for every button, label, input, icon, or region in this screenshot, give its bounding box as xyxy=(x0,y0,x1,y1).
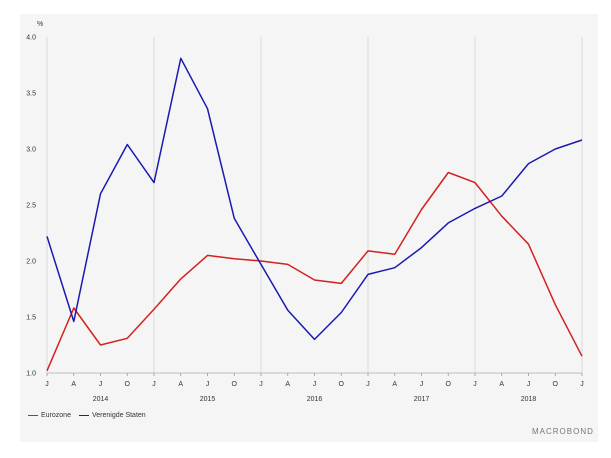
legend: Eurozone Verenigde Staten xyxy=(28,412,146,419)
chart-frame xyxy=(20,14,598,442)
brand-logo: MACROBOND xyxy=(532,427,594,436)
x-tick-label: O xyxy=(553,381,559,388)
x-tick-label: O xyxy=(339,381,345,388)
x-tick-label: J xyxy=(206,381,210,388)
y-axis: 1.0 1.5 2.0 2.5 3.0 3.5 4.0 xyxy=(26,35,36,378)
x-tick-label: O xyxy=(125,381,131,388)
x-tick-label: J xyxy=(45,381,49,388)
x-tick-label: A xyxy=(285,381,290,388)
legend-label-verenigde-staten: Verenigde Staten xyxy=(91,412,146,419)
x-tick-label: O xyxy=(232,381,238,388)
legend-swatch-verenigde-staten xyxy=(78,415,89,416)
series-lines xyxy=(46,57,583,372)
y-tick-label: 3.5 xyxy=(26,91,36,98)
y-tick-label: 4.0 xyxy=(26,35,36,42)
y-tick-label: 3.0 xyxy=(26,147,36,154)
x-tick-label: J xyxy=(473,381,477,388)
x-tick-label: A xyxy=(71,381,76,388)
x-axis: J A J O J A J O J A J O J A J O J A J O J 2014 2015 2016 2017 201… xyxy=(45,373,584,403)
gridlines xyxy=(46,37,583,374)
legend-item-eurozone: Eurozone xyxy=(28,412,71,419)
y-tick-label: 1.5 xyxy=(26,315,36,322)
x-year-label: 2018 xyxy=(521,396,537,403)
legend-item-verenigde-staten: Verenigde Staten xyxy=(78,412,146,419)
x-tick-label: J xyxy=(152,381,156,388)
x-tick-label: J xyxy=(259,381,263,388)
x-tick-label: J xyxy=(366,381,370,388)
legend-swatch-eurozone xyxy=(28,415,38,416)
y-tick-label: 2.0 xyxy=(26,259,36,266)
x-year-label: 2015 xyxy=(200,396,216,403)
legend-label-eurozone: Eurozone xyxy=(41,412,71,419)
y-axis-unit: % xyxy=(37,21,43,28)
y-tick-label: 1.0 xyxy=(26,371,36,378)
x-year-label: 2014 xyxy=(93,396,109,403)
x-tick-label: J xyxy=(527,381,531,388)
x-tick-label: J xyxy=(313,381,317,388)
x-tick-label: J xyxy=(420,381,424,388)
x-tick-label: A xyxy=(499,381,504,388)
x-year-label: 2016 xyxy=(307,396,323,403)
series-line-verenigde-staten xyxy=(46,57,583,341)
y-tick-label: 2.5 xyxy=(26,203,36,210)
x-tick-label: O xyxy=(446,381,452,388)
x-tick-label: A xyxy=(178,381,183,388)
x-tick-label: J xyxy=(580,381,584,388)
x-tick-label: A xyxy=(392,381,397,388)
x-year-label: 2017 xyxy=(414,396,430,403)
x-tick-label: J xyxy=(99,381,103,388)
series-line-eurozone xyxy=(46,171,583,372)
